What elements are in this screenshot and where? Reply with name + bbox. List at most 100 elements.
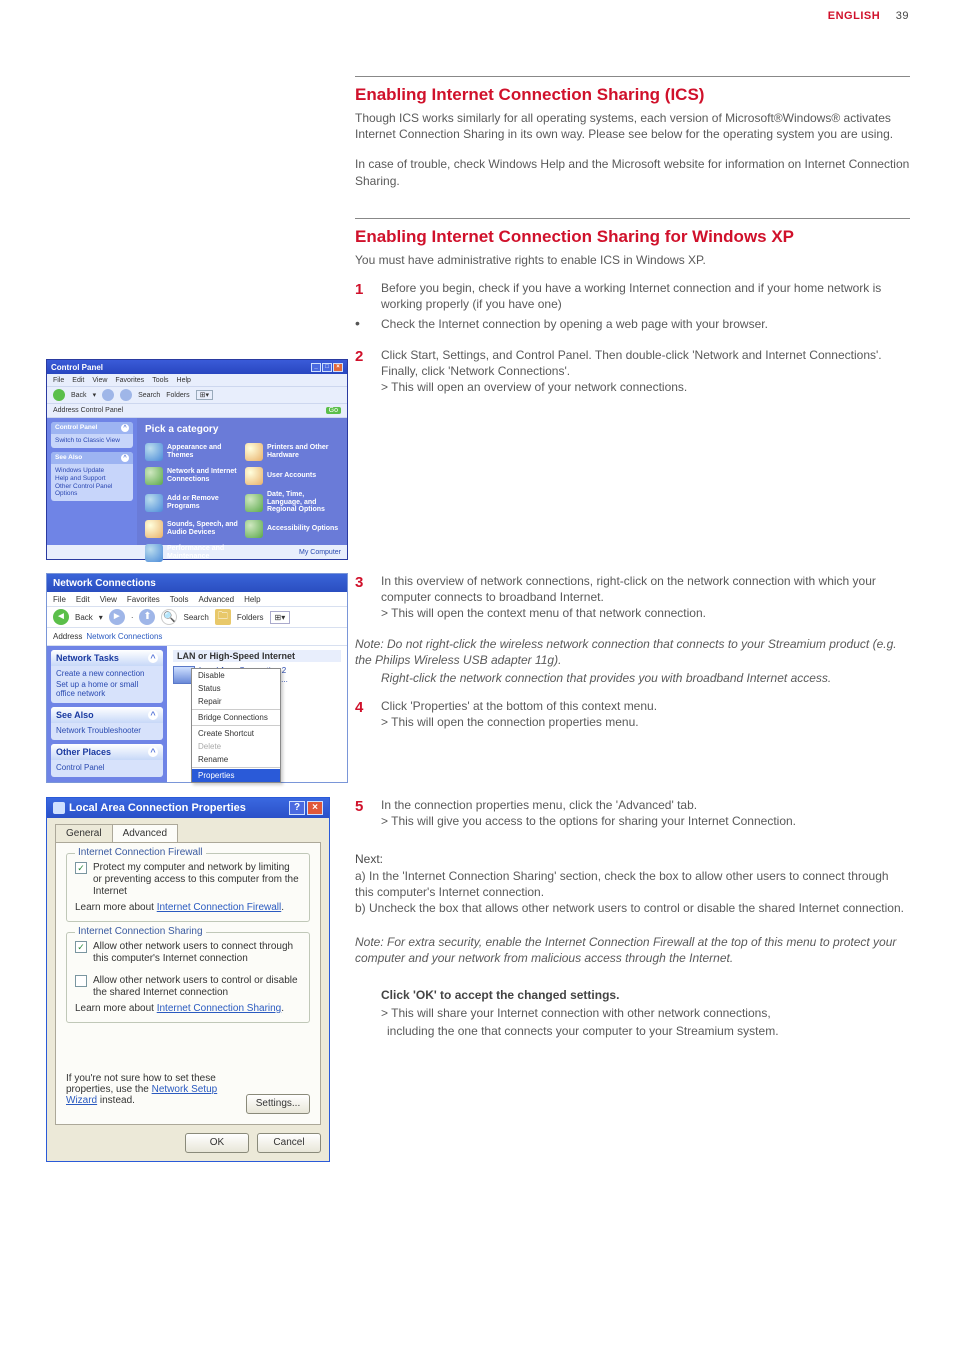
cat-network[interactable]: Network and Internet Connections (145, 467, 239, 485)
ok-instruction: Click 'OK' to accept the changed setting… (355, 987, 910, 1003)
checkbox-ics-allow[interactable]: ✓ Allow other network users to connect t… (75, 941, 301, 965)
close-icon[interactable]: × (307, 801, 323, 815)
menu-edit[interactable]: Edit (76, 595, 90, 604)
ctx-properties[interactable]: Properties (192, 769, 280, 782)
cat-datetime[interactable]: Date, Time, Language, and Regional Optio… (245, 491, 339, 514)
cat-access[interactable]: Accessibility Options (245, 520, 339, 538)
ctx-rename[interactable]: Rename (192, 753, 280, 766)
ctx-status[interactable]: Status (192, 682, 280, 695)
back-label[interactable]: Back (75, 613, 93, 622)
settings-button[interactable]: Settings... (246, 1094, 310, 1114)
checkbox-icon[interactable]: ✓ (75, 862, 87, 874)
menu-view[interactable]: View (92, 377, 107, 384)
forward-icon[interactable]: ► (109, 609, 125, 625)
cp-titlebar[interactable]: Control Panel _ □ × (47, 360, 347, 374)
screenshot-control-panel: Control Panel _ □ × File Edit View Favor… (46, 359, 348, 560)
ctx-disable[interactable]: Disable (192, 669, 280, 682)
menu-advanced[interactable]: Advanced (198, 595, 234, 604)
checkbox-firewall[interactable]: ✓ Protect my computer and network by lim… (75, 862, 301, 898)
help-icon[interactable]: ? (289, 801, 305, 815)
menu-file[interactable]: File (53, 377, 64, 384)
nc-title: Network Connections (53, 578, 156, 589)
views-icon[interactable]: ⊞▾ (270, 611, 291, 624)
up-icon[interactable] (120, 389, 132, 401)
menu-file[interactable]: File (53, 595, 66, 604)
views-icon[interactable]: ⊞▾ (196, 390, 213, 400)
task-setup-network[interactable]: Set up a home or small office network (56, 680, 158, 698)
access-icon (245, 520, 263, 538)
checkbox-icon[interactable] (75, 975, 87, 987)
maximize-icon[interactable]: □ (322, 363, 332, 372)
back-icon[interactable] (53, 389, 65, 401)
checkbox-ics-control[interactable]: Allow other network users to control or … (75, 975, 301, 999)
cp-sidebox-seealso: See Also^ Windows Update Help and Suppor… (51, 452, 133, 501)
address-value[interactable]: Network Connections (86, 632, 162, 641)
step-3: 3 In this overview of network connection… (355, 573, 910, 622)
learn-firewall: Learn more about Internet Connection Fir… (75, 902, 301, 913)
search-label[interactable]: Search (138, 392, 160, 399)
folders-label[interactable]: Folders (237, 613, 264, 622)
tab-general[interactable]: General (55, 824, 113, 842)
nc-titlebar[interactable]: Network Connections (47, 574, 347, 592)
chevron-icon[interactable]: ^ (121, 424, 129, 432)
ok-button[interactable]: OK (185, 1133, 249, 1153)
chevron-icon[interactable]: ^ (148, 653, 158, 663)
back-label[interactable]: Back (71, 392, 87, 399)
cat-sounds[interactable]: Sounds, Speech, and Audio Devices (145, 520, 239, 538)
menu-view[interactable]: View (100, 595, 117, 604)
folders-icon[interactable]: 🗀 (215, 609, 231, 625)
sa-help-support[interactable]: Help and Support (55, 475, 129, 482)
step-4-text: Click 'Properties' at the bottom of this… (381, 698, 910, 730)
ctx-repair[interactable]: Repair (192, 695, 280, 708)
menu-help[interactable]: Help (244, 595, 260, 604)
back-icon[interactable]: ◄ (53, 609, 69, 625)
menu-help[interactable]: Help (177, 377, 191, 384)
chevron-icon[interactable]: ^ (148, 710, 158, 720)
cat-addremove[interactable]: Add or Remove Programs (145, 491, 239, 514)
address-label: Address (53, 632, 82, 641)
cat-printers[interactable]: Printers and Other Hardware (245, 443, 339, 461)
checkbox-icon[interactable]: ✓ (75, 941, 87, 953)
cancel-button[interactable]: Cancel (257, 1133, 321, 1153)
perf-icon (145, 544, 163, 562)
switch-classic-link[interactable]: Switch to Classic View (55, 437, 129, 444)
dlg-tabpage: Internet Connection Firewall ✓ Protect m… (55, 842, 321, 1125)
ctx-delete: Delete (192, 740, 280, 753)
ctx-shortcut[interactable]: Create Shortcut (192, 727, 280, 740)
link-ics[interactable]: Internet Connection Sharing (157, 1003, 282, 1014)
tab-advanced[interactable]: Advanced (112, 824, 178, 842)
menu-edit[interactable]: Edit (72, 377, 84, 384)
menu-favorites[interactable]: Favorites (115, 377, 144, 384)
chevron-icon[interactable]: ^ (121, 454, 129, 462)
task-create-connection[interactable]: Create a new connection (56, 669, 158, 678)
checkbox-ics-control-label: Allow other network users to control or … (93, 975, 301, 999)
step-4-number: 4 (355, 698, 381, 730)
menu-tools[interactable]: Tools (152, 377, 168, 384)
sa-windows-update[interactable]: Windows Update (55, 467, 129, 474)
minimize-icon[interactable]: _ (311, 363, 321, 372)
ctx-bridge[interactable]: Bridge Connections (192, 711, 280, 724)
link-troubleshooter[interactable]: Network Troubleshooter (56, 726, 158, 735)
panel-other-places: Other Places^ Control Panel (51, 744, 163, 777)
dlg-titlebar[interactable]: Local Area Connection Properties ? × (47, 798, 329, 818)
search-icon[interactable]: 🔍 (161, 609, 177, 625)
step-3-result: > This will open the context menu of tha… (381, 606, 706, 620)
section2-title: Enabling Internet Connection Sharing for… (355, 226, 910, 249)
chevron-icon[interactable]: ^ (148, 747, 158, 757)
menu-tools[interactable]: Tools (170, 595, 189, 604)
address-value[interactable]: Control Panel (81, 407, 123, 414)
forward-icon[interactable] (102, 389, 114, 401)
search-label[interactable]: Search (183, 613, 208, 622)
link-firewall[interactable]: Internet Connection Firewall (157, 902, 282, 913)
cat-users[interactable]: User Accounts (245, 467, 339, 485)
cat-appearance[interactable]: Appearance and Themes (145, 443, 239, 461)
cat-perf[interactable]: Performance and Maintenance (145, 544, 239, 562)
dialog-icon (53, 802, 65, 814)
close-icon[interactable]: × (333, 363, 343, 372)
sa-other[interactable]: Other Control Panel Options (55, 483, 129, 497)
link-control-panel[interactable]: Control Panel (56, 763, 158, 772)
up-icon[interactable]: ⬆ (139, 609, 155, 625)
go-button[interactable]: Go (326, 407, 341, 414)
folders-label[interactable]: Folders (166, 392, 189, 399)
menu-favorites[interactable]: Favorites (127, 595, 160, 604)
